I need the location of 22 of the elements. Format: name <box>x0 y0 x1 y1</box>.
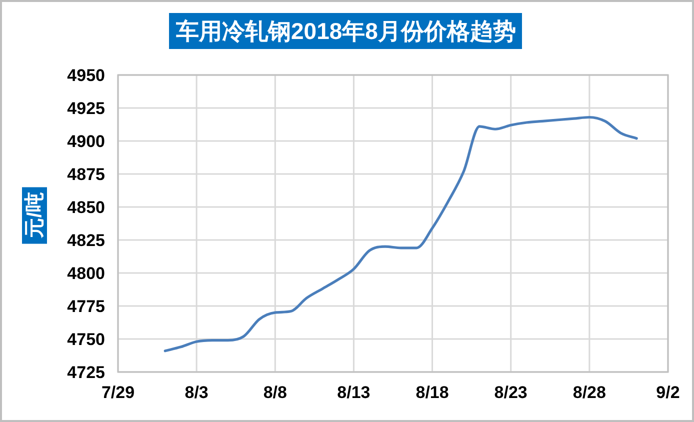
chart-title: 车用冷轧钢2018年8月份价格趋势 <box>175 18 516 44</box>
y-tick-label: 4800 <box>67 264 105 283</box>
x-tick-label: 8/18 <box>416 383 449 402</box>
title: 车用冷轧钢2018年8月份价格趋势 <box>169 13 522 49</box>
y-axis-title: 元/吨 <box>24 192 46 239</box>
y-tick-label: 4775 <box>67 297 105 316</box>
x-tick-label: 8/28 <box>572 383 606 402</box>
y-tick-label: 4900 <box>67 132 105 151</box>
y-tick-label: 4950 <box>67 66 105 85</box>
y-tick-label: 4875 <box>67 165 105 184</box>
x-tick-label: 9/2 <box>656 383 680 402</box>
y-tick-label: 4825 <box>67 231 105 250</box>
x-tick-label: 8/23 <box>494 383 528 402</box>
x-tick-label: 8/13 <box>337 383 370 402</box>
y-tick-label: 4750 <box>67 330 105 349</box>
x-tick-label: 8/8 <box>263 383 287 402</box>
ylabel: 元/吨 <box>22 187 47 244</box>
y-tick-label: 4850 <box>67 198 105 217</box>
x-tick-label: 8/3 <box>184 383 208 402</box>
y-tick-label: 4725 <box>67 363 105 382</box>
y-tick-label: 4925 <box>67 99 105 118</box>
x-tick-label: 7/29 <box>101 383 135 402</box>
